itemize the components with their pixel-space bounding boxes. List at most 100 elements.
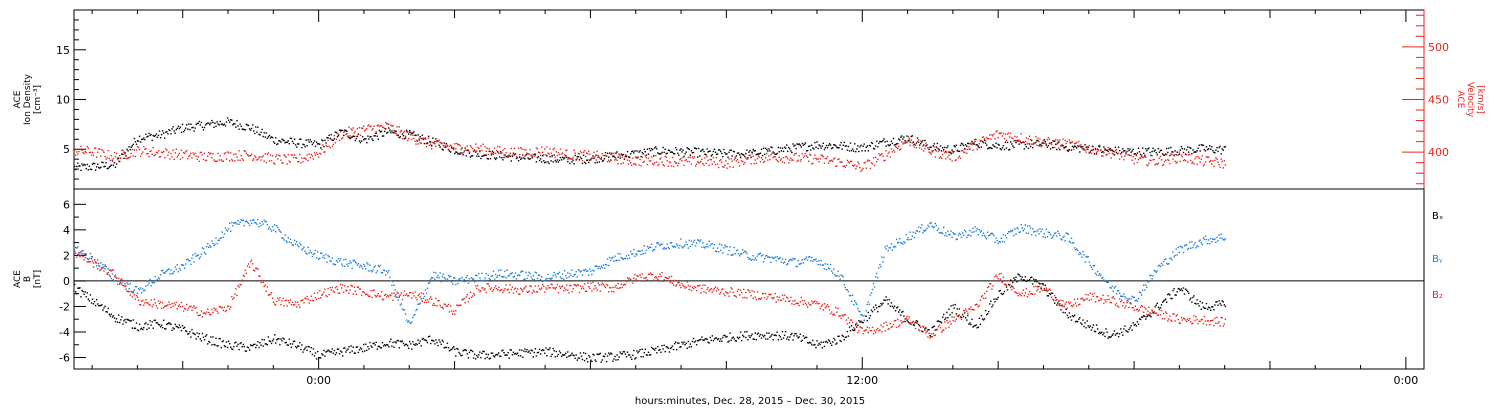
top-point <box>763 148 764 149</box>
top-point <box>878 153 879 154</box>
top-point <box>856 166 857 167</box>
top-point <box>313 158 314 159</box>
bottom-point <box>476 275 477 276</box>
bottom-point <box>193 261 194 262</box>
bottom-point <box>622 353 623 354</box>
bottom-point <box>806 337 807 338</box>
top-point <box>884 141 885 142</box>
bottom-point <box>553 275 554 276</box>
top-point <box>1110 148 1111 149</box>
top-point <box>1028 138 1029 139</box>
bottom-point <box>447 305 448 306</box>
bottom-point <box>559 272 560 273</box>
top-point <box>884 160 885 161</box>
top-point <box>559 154 560 155</box>
bottom-point <box>1219 237 1220 238</box>
top-point <box>798 160 799 161</box>
top-point <box>787 158 788 159</box>
bottom-point <box>871 309 872 310</box>
bottom-point <box>74 250 75 251</box>
top-point <box>328 135 329 136</box>
bottom-point <box>484 277 485 278</box>
top-point <box>359 140 360 141</box>
top-point <box>1139 151 1140 152</box>
bottom-point <box>319 290 320 291</box>
top-point <box>497 146 498 147</box>
bottom-point <box>978 327 979 328</box>
top-point <box>274 163 275 164</box>
top-point <box>177 156 178 157</box>
bottom-point <box>304 348 305 349</box>
top-point <box>417 134 418 135</box>
bottom-point <box>650 247 651 248</box>
top-point <box>370 126 371 127</box>
top-point <box>333 144 334 145</box>
top-point <box>116 163 117 164</box>
top-point <box>184 130 185 131</box>
bottom-point <box>1050 234 1051 235</box>
bottom-point <box>1006 286 1007 287</box>
bottom-point <box>1213 309 1214 310</box>
bottom-point <box>616 260 617 261</box>
bottom-point <box>466 296 467 297</box>
bottom-point <box>686 343 687 344</box>
top-point <box>1076 142 1077 143</box>
bottom-point <box>1197 303 1198 304</box>
top-point <box>567 161 568 162</box>
bottom-point <box>970 324 971 325</box>
bottom-point <box>210 314 211 315</box>
top-point <box>656 161 657 162</box>
bottom-point <box>1094 265 1095 266</box>
bottom-point <box>358 286 359 287</box>
bottom-point <box>479 277 480 278</box>
bottom-point <box>1158 307 1159 308</box>
top-point <box>142 139 143 140</box>
bottom-point <box>505 277 506 278</box>
bottom-point <box>884 300 885 301</box>
top-point <box>1036 145 1037 146</box>
bottom-point <box>550 279 551 280</box>
bottom-point <box>1217 240 1218 241</box>
top-point <box>917 141 918 142</box>
bottom-point <box>213 245 214 246</box>
bottom-point <box>661 345 662 346</box>
bottom-point <box>334 292 335 293</box>
top-point <box>893 138 894 139</box>
top-point <box>786 156 787 157</box>
top-point <box>890 156 891 157</box>
top-point <box>877 146 878 147</box>
bottom-point <box>121 278 122 279</box>
bottom-point <box>1183 287 1184 288</box>
bottom-point <box>196 307 197 308</box>
bottom-point <box>253 219 254 220</box>
bottom-point <box>960 234 961 235</box>
bottom-point <box>1207 243 1208 244</box>
top-point <box>1145 148 1146 149</box>
bottom-point <box>191 258 192 259</box>
top-point <box>224 124 225 125</box>
top-point <box>104 166 105 167</box>
top-point <box>1058 147 1059 148</box>
bottom-point <box>299 342 300 343</box>
bottom-point <box>324 355 325 356</box>
top-point <box>155 135 156 136</box>
top-point <box>789 148 790 149</box>
bottom-point <box>781 339 782 340</box>
top-point <box>1094 154 1095 155</box>
bottom-point <box>769 337 770 338</box>
bottom-point <box>234 293 235 294</box>
bottom-point <box>339 292 340 293</box>
bottom-point <box>117 322 118 323</box>
top-point <box>475 143 476 144</box>
top-point <box>931 153 932 154</box>
top-point <box>404 131 405 132</box>
top-point <box>115 167 116 168</box>
bottom-point <box>487 357 488 358</box>
bottom-point <box>354 259 355 260</box>
top-point <box>1119 150 1120 151</box>
bottom-point <box>459 353 460 354</box>
top-point <box>811 145 812 146</box>
bottom-point <box>179 304 180 305</box>
bottom-point <box>449 311 450 312</box>
